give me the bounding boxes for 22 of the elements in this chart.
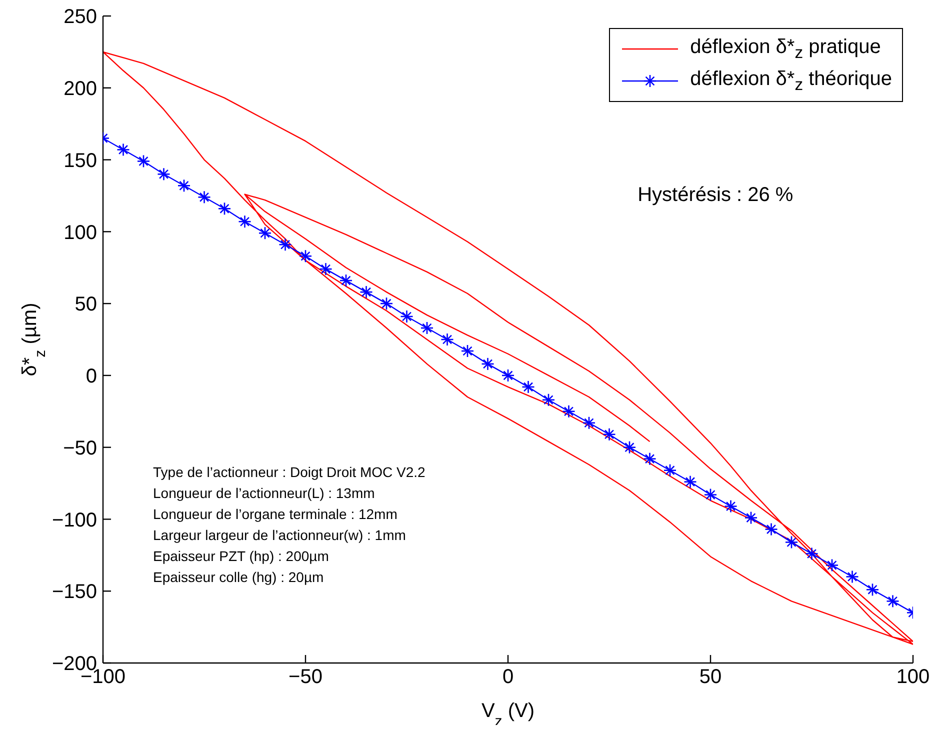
annotation: Epaisseur colle (hg) : 20µm — [153, 568, 325, 588]
annotation: Longueur de l’organe terminale : 12mm — [153, 505, 398, 524]
y-tick-label: 200 — [64, 78, 97, 100]
y-tick-label: 250 — [64, 6, 97, 28]
y-tick-label: 0 — [86, 366, 97, 388]
annotation: Hystérésis : 26 % — [638, 184, 794, 208]
y-tick-label: −100 — [52, 509, 97, 532]
annotation: Epaisseur PZT (hp) : 200µm — [153, 547, 330, 566]
x-tick-label: 50 — [699, 666, 722, 688]
x-tick-label: 0 — [502, 666, 514, 688]
y-tick-label: 50 — [74, 294, 97, 316]
y-tick-label: −150 — [52, 581, 97, 604]
annotation: Largeur largeur de l’actionneur(w) : 1mm — [153, 526, 407, 546]
annotation: Longueur de l’actionneur(L) : 13mm — [153, 484, 376, 504]
legend-label: déflexion δ*$_{z}$ théorique — [690, 68, 892, 94]
legend-label: déflexion δ*$_{z}$ pratique — [690, 36, 881, 62]
y-tick-label: 100 — [64, 222, 97, 244]
y-tick-label: 150 — [64, 150, 97, 172]
y-tick-label: −50 — [63, 437, 97, 460]
x-tick-label: 100 — [896, 666, 930, 688]
x-tick-label: −50 — [288, 666, 322, 688]
annotation: Type de l’actionneur : Doigt Droit MOC V2.2 — [153, 463, 426, 482]
